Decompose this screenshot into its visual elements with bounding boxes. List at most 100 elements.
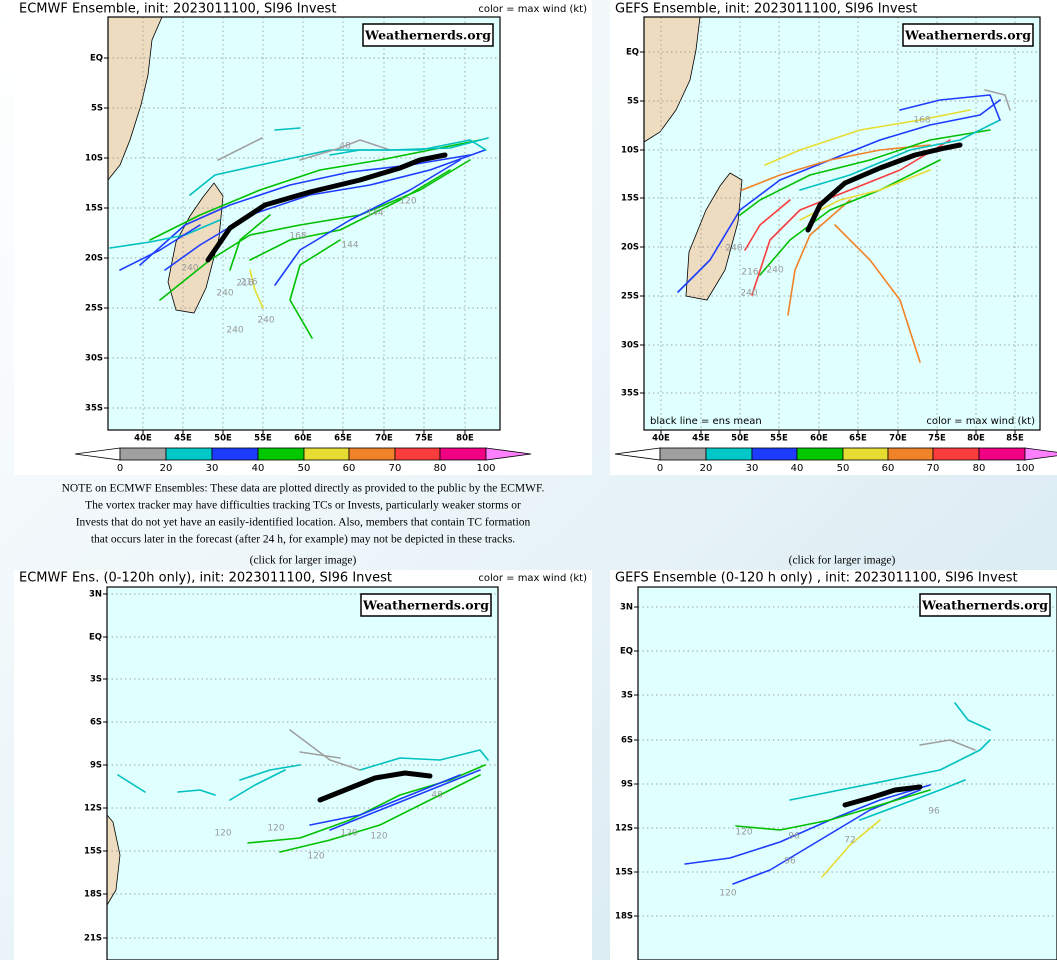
lat-label: 12S: [615, 824, 633, 834]
lat-label: 15S: [84, 847, 102, 857]
map-panel[interactable]: 24024024021614414412016821624048EQ5S10S1…: [14, 0, 592, 475]
track-label: 216: [240, 278, 257, 288]
click-label[interactable]: (click for larger image): [250, 555, 357, 567]
member-track: [821, 819, 881, 878]
track-label: 48: [339, 142, 351, 152]
track-label: 120: [214, 829, 231, 839]
colorbar-segment: [659, 447, 707, 461]
track-label: 72: [844, 836, 855, 846]
lon-label: 40E: [652, 434, 670, 444]
member-track: [764, 109, 971, 166]
member-track: [217, 137, 263, 161]
member-track: [787, 199, 851, 316]
member-track: [274, 127, 301, 131]
lat-label: 3S: [621, 691, 633, 701]
panel-title: ECMWF Ens. (0-120h only), init: 20230111…: [19, 571, 392, 586]
note-line: that occurs later in the forecast (after…: [91, 534, 515, 546]
lat-label: 30S: [85, 354, 103, 364]
member-track: [299, 751, 341, 759]
member-track: [177, 789, 216, 796]
color-note: color = max wind (kt): [926, 416, 1035, 427]
lon-label: 50E: [214, 434, 232, 444]
member-track: [289, 239, 341, 339]
member-track: [279, 774, 481, 853]
lat-label: 35S: [85, 404, 103, 414]
panel-title: ECMWF Ensemble, init: 2023011100, SI96 I…: [19, 2, 336, 17]
track-label: 120: [340, 829, 357, 839]
member-track: [117, 774, 146, 793]
member-track: [329, 769, 481, 831]
map-frame: [637, 586, 1057, 960]
map-frame: [643, 16, 1041, 431]
colorbar-segment: [257, 447, 305, 461]
land: [643, 16, 701, 143]
note-line: The vortex tracker may have difficulties…: [85, 500, 521, 512]
lat-label: 6S: [621, 736, 633, 746]
colorbar-segment: [439, 447, 487, 461]
watermark: Weathernerds.org: [364, 28, 491, 43]
lat-label: 3N: [620, 603, 633, 613]
colorbar-segment: [978, 447, 1026, 461]
colorbar-label: 30: [206, 463, 219, 474]
note-line: Invests that do not yet have an easily-i…: [76, 517, 531, 529]
lat-label: 21S: [84, 934, 102, 944]
colorbar-segment: [348, 447, 396, 461]
colorbar-end: [485, 447, 532, 461]
member-track: [239, 764, 301, 781]
lat-label: EQ: [89, 633, 102, 643]
colorbar-label: 20: [160, 463, 173, 474]
track-label: 240: [216, 289, 233, 299]
track-label: 96: [784, 857, 796, 867]
member-track: [759, 159, 941, 276]
track-label: 216: [741, 268, 758, 278]
track-label: 120: [267, 824, 284, 834]
track-label: 168: [913, 116, 930, 126]
lat-label: 25S: [85, 304, 103, 314]
member-track: [859, 779, 966, 821]
lon-label: 80E: [456, 434, 474, 444]
lon-label: 80E: [967, 434, 985, 444]
click-label[interactable]: (click for larger image): [789, 555, 896, 567]
note-line: NOTE on ECMWF Ensembles: These data are …: [62, 483, 545, 495]
map-panel: 120 120 96 96 72 96 3N EQ 3S 6S 9S 12S 15S 18S GEFS En…: [610, 570, 1057, 960]
lat-label: 6S: [90, 718, 102, 728]
lon-label: 60E: [294, 434, 312, 444]
colorbar-label: 30: [746, 463, 759, 474]
mean-note: black line = ens mean: [650, 416, 762, 427]
member-track: [249, 169, 451, 261]
map-panel[interactable]: 240 240 216 168 240 EQ 5S 10S 15S 20S 25S 30S 35S 40E…: [610, 0, 1057, 475]
colorbar-label: 50: [298, 463, 311, 474]
lat-label: 15S: [621, 194, 639, 204]
member-track: [164, 149, 486, 271]
member-track: [329, 139, 487, 156]
lon-label: 45E: [692, 434, 710, 444]
colorbar-segment: [887, 447, 934, 461]
mean-track: [317, 770, 433, 803]
track-label: 120: [735, 828, 752, 838]
panel-title: GEFS Ensemble, init: 2023011100, SI96 In…: [615, 2, 917, 17]
member-track: [739, 129, 991, 216]
colorbar-label: 0: [657, 463, 663, 474]
watermark: Weathernerds.org: [904, 28, 1031, 43]
lat-label: 3N: [89, 590, 102, 600]
lon-label: 85E: [1006, 434, 1024, 444]
colorbar-segment: [842, 447, 889, 461]
lat-label: 25S: [621, 292, 639, 302]
colorbar-label: 40: [791, 463, 804, 474]
lat-label: EQ: [626, 48, 639, 58]
colorbar-end: [1024, 447, 1057, 461]
map-frame: [106, 586, 499, 960]
lat-label: 9S: [90, 761, 102, 771]
track-label: 240: [740, 289, 757, 299]
lon-label: 65E: [849, 434, 867, 444]
member-track: [229, 769, 286, 801]
lat-label: 35S: [621, 389, 639, 399]
member-track: [109, 219, 221, 249]
member-track: [249, 269, 264, 309]
mean-track: [805, 142, 963, 233]
colorbar-segment: [796, 447, 844, 461]
colorbar-label: 100: [1015, 463, 1034, 474]
lat-label: EQ: [620, 647, 633, 657]
member-track: [741, 144, 931, 191]
